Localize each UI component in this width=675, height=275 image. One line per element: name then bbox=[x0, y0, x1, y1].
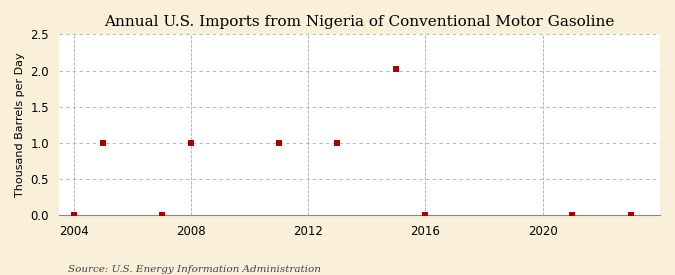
Point bbox=[625, 212, 636, 217]
Point bbox=[156, 212, 167, 217]
Point bbox=[420, 212, 431, 217]
Point bbox=[68, 212, 79, 217]
Point bbox=[566, 212, 577, 217]
Point bbox=[332, 141, 343, 145]
Point bbox=[391, 67, 402, 71]
Point bbox=[273, 141, 284, 145]
Y-axis label: Thousand Barrels per Day: Thousand Barrels per Day bbox=[15, 53, 25, 197]
Point bbox=[186, 141, 196, 145]
Point bbox=[97, 141, 108, 145]
Text: Source: U.S. Energy Information Administration: Source: U.S. Energy Information Administ… bbox=[68, 265, 321, 274]
Title: Annual U.S. Imports from Nigeria of Conventional Motor Gasoline: Annual U.S. Imports from Nigeria of Conv… bbox=[104, 15, 615, 29]
